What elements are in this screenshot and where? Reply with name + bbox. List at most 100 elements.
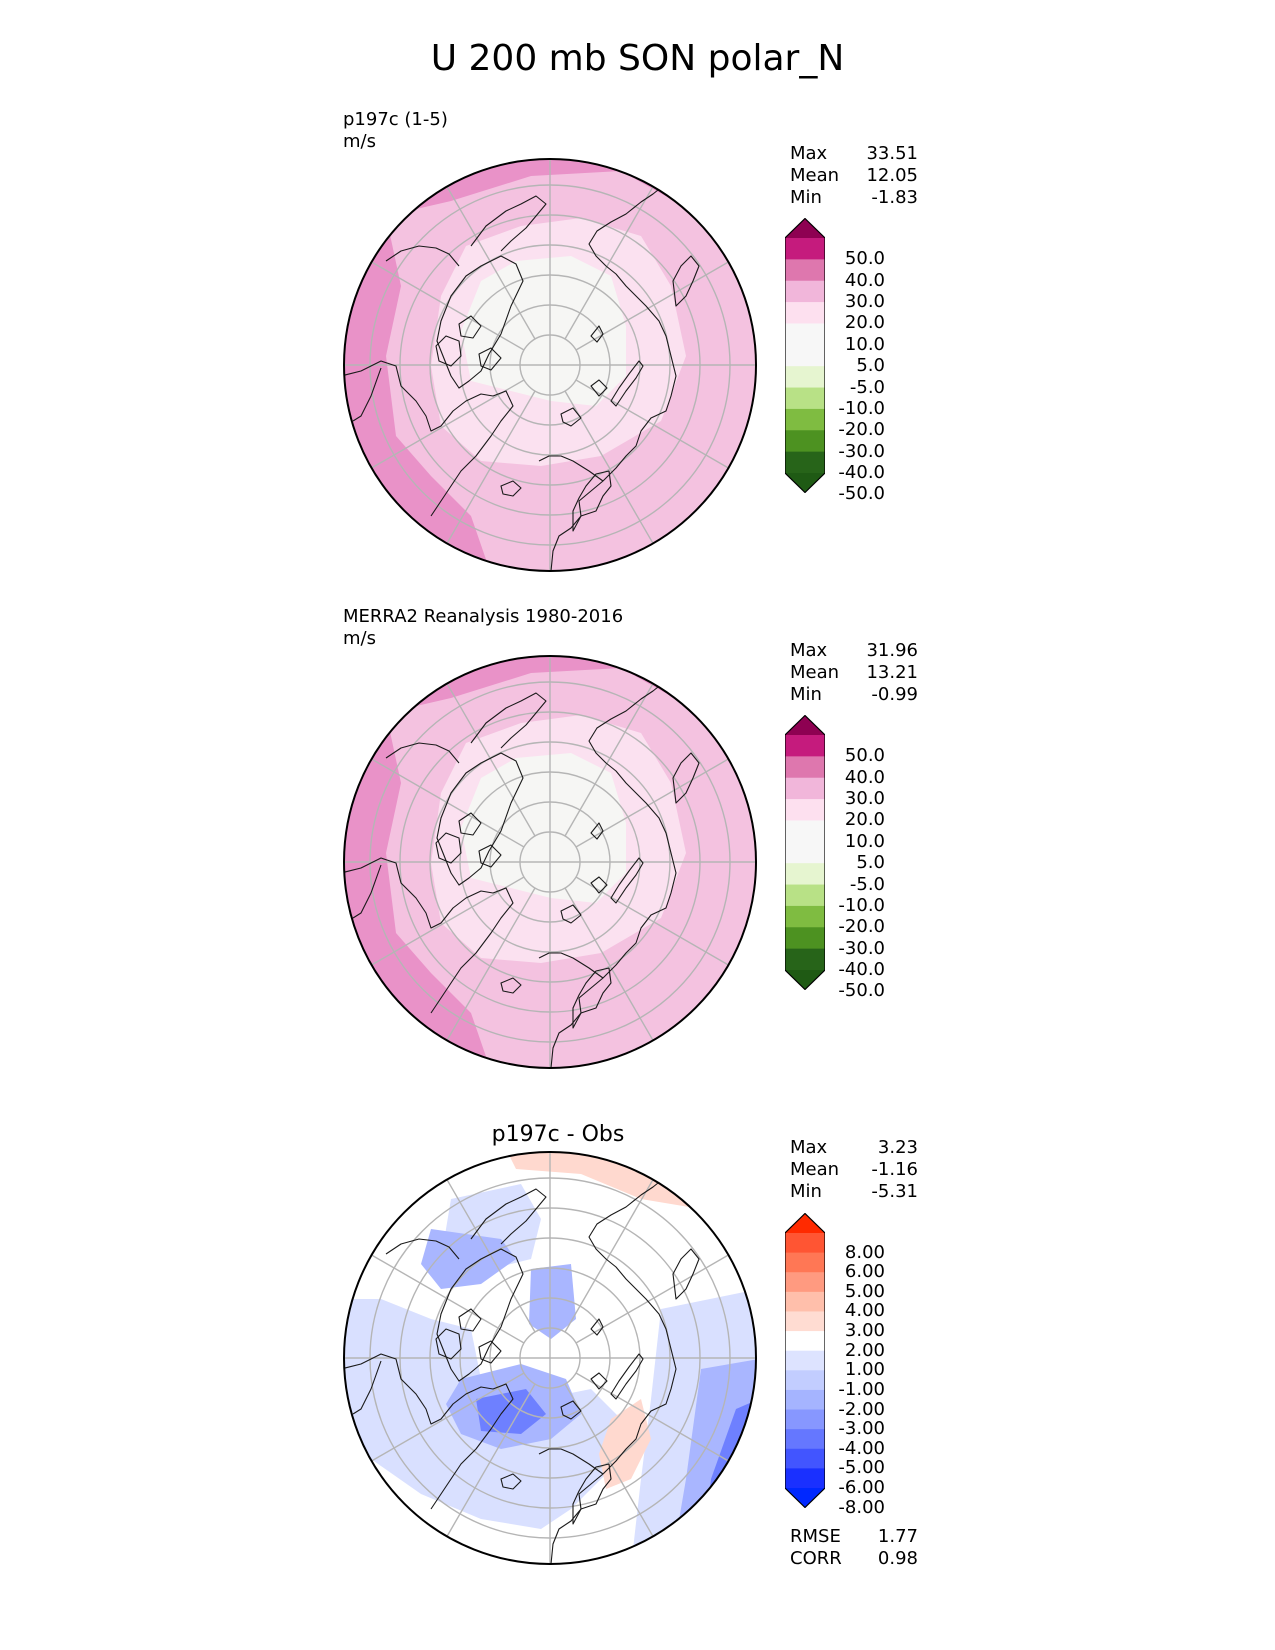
colorbar-segment <box>785 841 825 864</box>
colorbar-segment <box>785 820 825 843</box>
meridian-line <box>441 390 536 552</box>
colorbar-tick-label: -5.0 <box>849 873 885 895</box>
stat-label: Min <box>790 684 822 705</box>
colorbar-segment <box>785 948 825 971</box>
colorbar-tick-label: 1.00 <box>844 1359 885 1381</box>
coastline-path <box>385 245 460 267</box>
colorbar-extend-min <box>785 1488 825 1508</box>
metric-label: CORR <box>790 1548 842 1569</box>
colorbar-segment <box>785 323 825 346</box>
colorbar-extend-max <box>785 1213 825 1233</box>
colorbar-tick-label: -30.0 <box>838 937 885 959</box>
colorbar-tick-label: -6.00 <box>838 1477 885 1498</box>
colorbar-tick-label: -20.0 <box>838 916 885 938</box>
colorbar-segment <box>785 430 825 453</box>
stat-label: Max <box>790 143 828 164</box>
coastline-path <box>344 1353 514 1510</box>
coastline-path <box>560 904 582 924</box>
panel-2-title: MERRA2 Reanalysis 1980-2016 <box>343 606 624 627</box>
colorbar-segment <box>785 884 825 907</box>
coastline-path <box>385 742 460 764</box>
coastline-path <box>436 255 524 389</box>
colorbar-segment <box>785 1468 825 1489</box>
colorbar-tick-label: 5.0 <box>856 355 885 377</box>
meridian-line <box>441 887 536 1049</box>
colorbar-extend-min <box>785 970 825 990</box>
stat-label: Min <box>790 187 822 208</box>
coastline-path <box>470 692 547 749</box>
panel-1-stats: Max 33.51 Mean 12.05 Min -1.83 <box>790 143 918 209</box>
coastline-path <box>538 455 604 482</box>
meridian-line <box>363 256 525 351</box>
contour-band-neg5-neg4 <box>476 1389 546 1434</box>
colorbar-segment <box>785 1272 825 1293</box>
coastline-path <box>352 864 382 919</box>
colorbar-tick-label: -5.00 <box>838 1457 885 1479</box>
colorbar-tick-label: 50.0 <box>844 745 885 767</box>
coastline-path <box>560 1400 582 1420</box>
coastline-path <box>435 1328 462 1360</box>
meridian-line <box>363 1372 525 1467</box>
colorbar-segment <box>785 366 825 389</box>
colorbar-extend-max <box>785 218 825 238</box>
colorbar-tick-label: 5.0 <box>856 852 885 874</box>
coastline-path <box>500 480 522 497</box>
coastline-path <box>352 1360 382 1415</box>
coastline-path <box>672 1248 700 1300</box>
colorbar-tick-label: -10.0 <box>838 397 885 419</box>
colorbar-tick-label: 30.0 <box>844 788 885 810</box>
meridian-line <box>441 1171 536 1333</box>
coastlines <box>344 185 700 571</box>
coastline-path <box>470 195 547 252</box>
stat-label: Mean <box>790 1159 840 1180</box>
coastline-path <box>590 1318 604 1336</box>
panel-3-polar-map <box>343 1151 757 1565</box>
coastline-path <box>590 822 604 840</box>
stat-max: 33.51 <box>866 143 918 164</box>
stat-min: -5.31 <box>871 1181 918 1202</box>
colorbar-tick-label: -8.00 <box>838 1496 885 1518</box>
colorbar-tick-label: 30.0 <box>844 291 885 313</box>
colorbar-segment <box>785 1291 825 1312</box>
stat-min: -1.83 <box>871 187 918 208</box>
coastline-path <box>435 832 462 864</box>
coastline-path <box>344 857 514 1014</box>
coastline-path <box>610 360 644 407</box>
panel-3-metrics: RMSE 1.77 CORR 0.98 <box>790 1526 918 1570</box>
coastline-path <box>538 1448 604 1475</box>
colorbar-tick-label: -3.00 <box>838 1418 885 1440</box>
meridian-line <box>363 379 525 474</box>
graticule <box>344 159 756 571</box>
coastlines <box>344 1178 700 1564</box>
colorbar-tick-label: -2.00 <box>838 1398 885 1420</box>
meridian-line <box>564 1171 659 1333</box>
colorbar-extend-max <box>785 715 825 735</box>
colorbar-outline <box>785 218 825 493</box>
meridian-line <box>441 1383 536 1545</box>
colorbar-tick-label: -1.00 <box>838 1378 885 1400</box>
colorbar-segment <box>785 1409 825 1430</box>
coastline-path <box>458 812 482 836</box>
colorbar-tick-label: 10.0 <box>844 333 885 355</box>
coastline-path <box>672 752 700 804</box>
stat-mean: 13.21 <box>866 662 918 683</box>
coastline-path <box>550 682 677 1068</box>
colorbar-segment <box>785 735 825 757</box>
panel-1-units: m/s <box>343 131 376 152</box>
stat-mean: 12.05 <box>866 165 918 186</box>
colorbar-tick-label: 50.0 <box>844 248 885 270</box>
panel-3-colorbar <box>785 1213 825 1508</box>
stat-label: Mean <box>790 662 840 683</box>
coastline-path <box>550 185 677 571</box>
coastline-path <box>590 876 608 894</box>
coastline-path <box>500 977 522 994</box>
panel-2-units: m/s <box>343 628 376 649</box>
colorbar-tick-label: 2.00 <box>844 1339 885 1361</box>
stat-label: Min <box>790 1181 822 1202</box>
colorbar-tick-label: -10.0 <box>838 894 885 916</box>
map-boundary <box>343 1151 757 1565</box>
panel-2-label: MERRA2 Reanalysis 1980-2016 m/s <box>343 606 623 650</box>
panel-3-stats: Max 3.23 Mean -1.16 Min -5.31 <box>790 1137 918 1203</box>
colorbar-segment <box>785 451 825 474</box>
colorbar-segment <box>785 927 825 950</box>
